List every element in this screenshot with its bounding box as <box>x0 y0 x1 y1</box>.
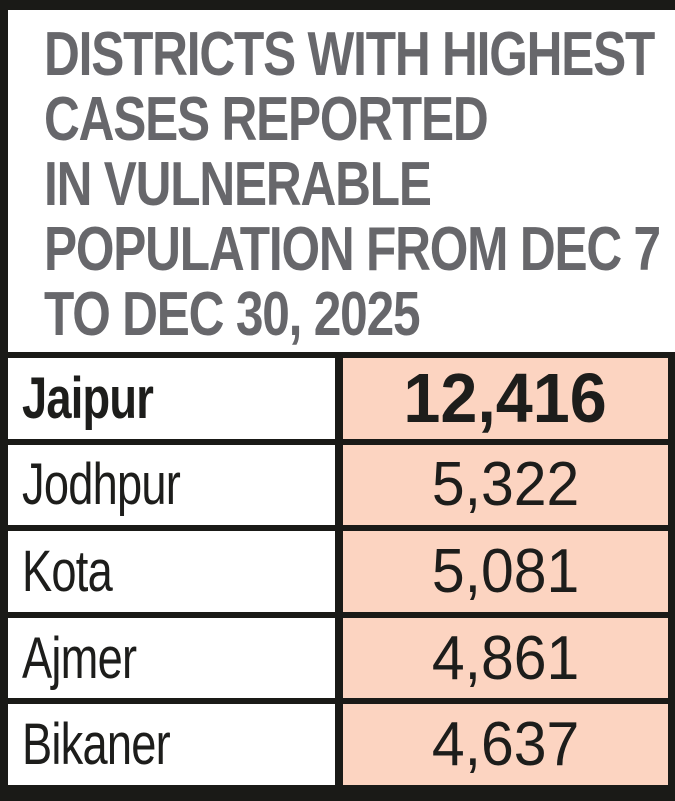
district-name-cell: Jodhpur <box>8 444 335 526</box>
title-line-1: DISTRICTS WITH HIGHEST <box>44 20 655 89</box>
cases-value-cell: 4,637 <box>335 704 668 785</box>
districts-table: Jaipur 12,416 Jodhpur 5,322 Kota 5,081 A… <box>8 352 675 801</box>
title-line-3: IN VULNERABLE <box>44 150 432 219</box>
cases-value-cell: 5,322 <box>335 444 668 526</box>
title-line-2: CASES REPORTED <box>44 85 489 154</box>
table-row: Jaipur 12,416 <box>8 358 668 439</box>
title-line-5: TO DEC 30, 2025 <box>44 280 421 349</box>
cases-value-cell: 5,081 <box>335 531 668 612</box>
table-row: Jodhpur 5,322 <box>8 438 668 526</box>
cases-value-cell: 12,416 <box>335 358 668 439</box>
cases-value-cell: 4,861 <box>335 617 668 699</box>
table-row: Ajmer 4,861 <box>8 611 668 699</box>
district-name-cell: Jaipur <box>8 358 335 439</box>
chart-title: DISTRICTS WITH HIGHEST CASES REPORTED IN… <box>44 22 664 347</box>
district-name-cell: Ajmer <box>8 617 335 699</box>
table-row: Bikaner 4,637 <box>8 698 668 785</box>
top-border-bar <box>0 0 675 10</box>
district-name-cell: Kota <box>8 531 335 612</box>
district-name-cell: Bikaner <box>8 704 335 785</box>
table-row: Kota 5,081 <box>8 525 668 612</box>
left-border-bar <box>0 0 8 801</box>
title-line-4: POPULATION FROM DEC 7 <box>44 215 661 284</box>
